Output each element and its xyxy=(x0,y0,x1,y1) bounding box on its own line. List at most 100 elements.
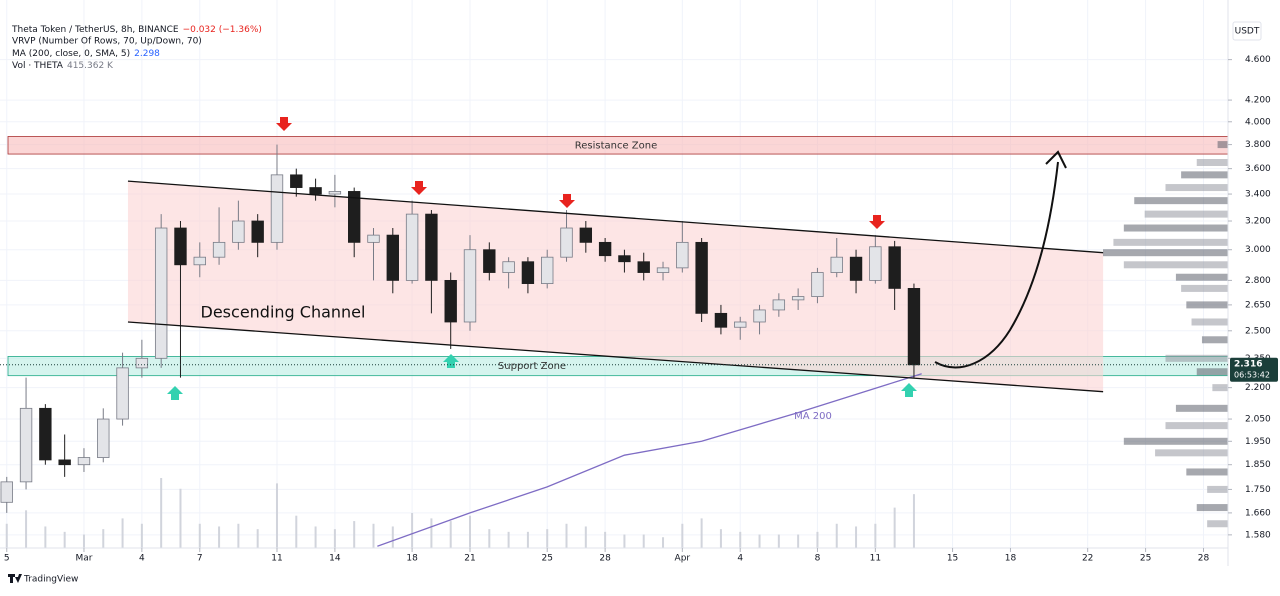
volume-bar xyxy=(758,534,761,548)
volume-bar xyxy=(333,529,336,548)
x-tick-label: 8 xyxy=(815,554,821,564)
legend-symbol: Theta Token / TetherUS, 8h, BINANCE −0.03… xyxy=(11,25,262,35)
legend-ma: MA (200, close, 0, SMA, 5) 2.298 xyxy=(12,49,160,59)
y-tick-label: 1.750 xyxy=(1245,485,1271,495)
last-price-box xyxy=(1230,357,1278,382)
volume-bar xyxy=(816,531,819,548)
candle-body xyxy=(656,267,670,273)
candle-body xyxy=(97,418,110,458)
volume-bar xyxy=(140,523,143,548)
candle-body xyxy=(328,191,342,195)
volume-bar xyxy=(777,534,780,548)
candle-body xyxy=(135,357,149,369)
y-tick-label: 3.000 xyxy=(1245,245,1271,255)
candle-body xyxy=(598,241,612,257)
volume-profile-row xyxy=(1144,210,1228,218)
volume-bar xyxy=(102,529,105,548)
volume-profile-row xyxy=(1113,238,1228,246)
volume-profile-row xyxy=(1191,318,1228,326)
ma-value: 2.298 xyxy=(134,49,160,59)
vol-label: Vol · THETA xyxy=(12,61,64,71)
zone-label: Resistance Zone xyxy=(575,140,658,151)
volume-bar xyxy=(604,531,607,548)
candle-body xyxy=(907,288,921,366)
annotations: Resistance Zone Support Zone Descending Ch… xyxy=(127,117,1104,422)
x-tick-label: 5 xyxy=(4,554,10,564)
candle-body xyxy=(637,261,650,273)
candle-body xyxy=(251,220,264,243)
volume-bar xyxy=(855,526,858,548)
volume-profile-row xyxy=(1165,354,1228,362)
volume-profile-row xyxy=(1186,468,1228,476)
candle-body xyxy=(714,312,728,328)
volume-bar xyxy=(507,531,510,548)
volume-bar xyxy=(700,518,703,548)
volume-bar xyxy=(719,529,722,548)
volume-profile-row xyxy=(1123,224,1228,232)
volume-bar xyxy=(488,529,491,548)
volume-bar xyxy=(218,526,221,548)
volume-profile-row xyxy=(1196,159,1228,167)
volume-bar xyxy=(295,515,298,548)
candle-body xyxy=(0,481,13,503)
volume-bar xyxy=(469,515,472,548)
channel-label: Descending Channel xyxy=(201,303,366,322)
candle-body xyxy=(676,241,689,269)
y-tick-label: 2.200 xyxy=(1245,383,1271,393)
y-tick-label: 3.800 xyxy=(1245,140,1271,150)
ma-label: MA (200, close, 0, SMA, 5) xyxy=(12,49,130,59)
volume-profile-row xyxy=(1123,261,1228,269)
x-tick-label: 25 xyxy=(541,554,552,564)
candle-body xyxy=(463,249,477,323)
volume-bar xyxy=(584,526,587,548)
candle-body xyxy=(154,227,168,359)
volume-bar xyxy=(546,529,549,548)
brand-name: TradingView xyxy=(23,575,78,585)
countdown: 06:53:42 xyxy=(1234,370,1270,379)
volume-bar xyxy=(526,531,529,548)
candle-body xyxy=(212,241,226,258)
volume-profile-row xyxy=(1217,141,1228,149)
volume-profile-row xyxy=(1201,336,1228,344)
volume-profile-row xyxy=(1165,184,1228,192)
ma-label: MA 200 xyxy=(794,411,832,422)
volume-bar xyxy=(681,523,684,548)
volume-bar xyxy=(63,531,66,548)
volume-bar xyxy=(82,534,85,548)
vol-value: 415.362 K xyxy=(67,61,114,71)
volume-bar xyxy=(372,523,375,548)
x-tick-label: 4 xyxy=(139,554,145,564)
candle-body xyxy=(290,174,303,188)
candle-body xyxy=(560,227,573,258)
x-tick-label: 22 xyxy=(1082,554,1093,564)
candle-body xyxy=(830,256,843,273)
y-tick-label: 3.400 xyxy=(1245,190,1271,200)
candle-body xyxy=(425,213,438,281)
volume-bar xyxy=(314,526,317,548)
x-tick-label: 4 xyxy=(737,554,743,564)
x-tick-label: 7 xyxy=(197,554,203,564)
volume-bar xyxy=(44,526,47,548)
volume-bar xyxy=(739,531,742,548)
candle-body xyxy=(502,261,515,273)
candle-body xyxy=(270,174,284,243)
volume-profile-row xyxy=(1196,504,1228,512)
y-tick-label: 4.600 xyxy=(1245,55,1271,65)
volume-bar xyxy=(662,537,665,548)
volume-profile-row xyxy=(1103,249,1228,257)
x-tick-label: 18 xyxy=(1005,554,1017,564)
volume-profile-row xyxy=(1212,384,1228,392)
candle-body xyxy=(734,321,747,328)
candle-body xyxy=(695,241,708,314)
candle-body xyxy=(753,309,766,323)
plot xyxy=(0,144,922,547)
volume-bar xyxy=(179,488,182,548)
volume-profile-row xyxy=(1155,449,1228,457)
y-tick-label: 2.500 xyxy=(1245,326,1271,336)
candle-body xyxy=(811,272,824,297)
volume-profile-row xyxy=(1134,197,1228,205)
volume-bar xyxy=(623,534,626,548)
candle-body xyxy=(348,191,361,243)
channel-line xyxy=(127,321,1104,393)
